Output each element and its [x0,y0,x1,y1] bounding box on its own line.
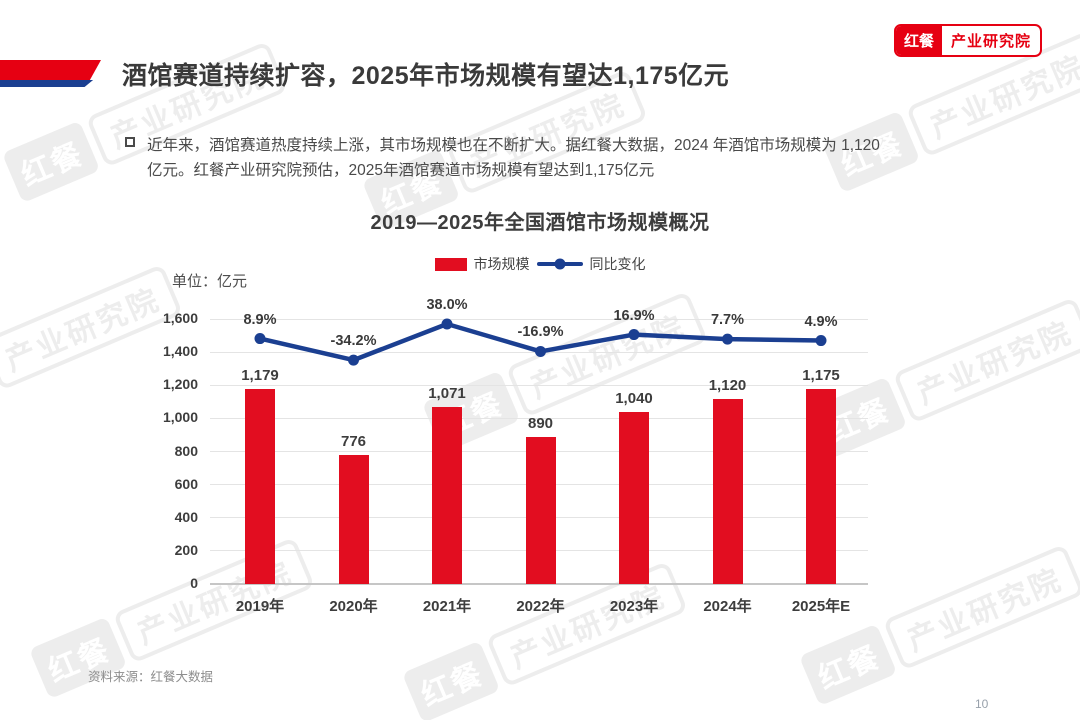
bar-2019年 [245,388,275,584]
brand-logo-left: 红餐 [895,26,942,55]
line-point-marker [628,329,640,341]
y-axis-tick-label: 800 [174,442,198,459]
chart-title: 2019—2025年全国酒馆市场规模概况 [370,212,710,234]
intro-paragraph: 近年来，酒馆赛道热度持续上涨，其市场规模也在不断扩大。据红餐大数据，2024 年… [122,133,1002,183]
source-note: 资料来源：红餐大数据 [88,670,214,684]
bar-value-label: 890 [527,414,554,432]
page-title: 酒馆赛道持续扩容，2025年市场规模有望达1,175亿元 [122,62,730,90]
bar-2020年 [338,455,369,584]
line-point-marker [348,354,359,366]
x-axis-tick-label: 2025年E [791,598,851,615]
x-axis-tick-label: 2023年 [609,598,659,615]
x-axis-tick-label: 2021年 [422,598,472,615]
chart-legend: 市场规模 同比变化 [0,254,1080,274]
intro-line-1: 近年来，酒馆赛道热度持续上涨，其市场规模也在不断扩大。据红餐大数据，2024 年… [147,137,880,154]
y-axis-tick-label: 200 [174,541,198,558]
legend-line-swatch-icon [536,262,583,266]
bar-value-label: 1,040 [615,389,653,407]
y-axis-tick-label: 600 [174,475,198,492]
growth-pct-label: 8.9% [243,311,277,328]
growth-pct-label: 7.7% [710,312,745,329]
bar-value-label: 1,179 [241,366,279,384]
line-point-marker [254,333,266,345]
y-axis-tick-label: 1,000 [162,409,198,426]
title-accent-red-stripe [0,60,101,80]
x-axis-tick-label: 2020年 [329,598,378,615]
growth-pct-label: -34.2% [330,333,377,350]
brand-logo-right: 产业研究院 [950,33,1031,50]
line-point-marker [535,345,546,357]
intro-text: 近年来，酒馆赛道热度持续上涨，其市场规模也在不断扩大。据红餐大数据，2024 年… [147,133,880,183]
plot-area: 0 200 400 600 800 1,000 1,200 1,400 1,600 1,179 20… [163,297,868,615]
x-axis-tick-label: 2022年 [516,598,565,615]
x-axis-tick-label: 2024年 [703,598,752,615]
bar-2024年 [712,398,743,584]
growth-pct-label: 16.9% [613,307,655,324]
axis-unit-label: 单位：亿元 [172,273,248,290]
line-point-marker [441,318,453,330]
y-axis-tick-label: 1,400 [162,343,198,360]
gridline [210,583,868,585]
y-axis-tick-label: 1,200 [162,376,198,393]
legend-bar-swatch-icon [434,257,467,271]
line-point-marker [815,335,827,347]
y-axis-tick-label: 400 [174,508,198,525]
title-accent-blue-stripe [0,80,94,87]
bar-value-label: 1,120 [708,376,747,394]
line-point-marker [722,333,733,345]
legend-line-label: 同比变化 [589,256,646,272]
y-axis-tick-label: 0 [190,575,198,591]
gridline [210,384,868,386]
growth-pct-label: 4.9% [804,313,838,330]
bar-2022年 [525,436,556,584]
y-axis-tick-label: 1,600 [162,310,198,326]
legend-bar-label: 市场规模 [473,256,530,272]
bullet-square-icon [125,137,135,147]
intro-line-2: 亿元。红餐产业研究院预估，2025年酒馆赛道市场规模有望达到1,175亿元 [147,162,655,179]
brand-logo: 红餐 产业研究院 [893,24,1042,57]
page-number: 10 [975,697,989,711]
bar-2023年 [619,411,649,584]
growth-pct-label: -16.9% [517,324,564,341]
gridline [210,417,868,419]
bar-value-label: 776 [340,433,367,451]
growth-line-chart [254,318,827,366]
x-axis-tick-label: 2019年 [235,598,285,615]
growth-pct-label: 38.0% [426,297,468,313]
gridline [210,318,868,320]
